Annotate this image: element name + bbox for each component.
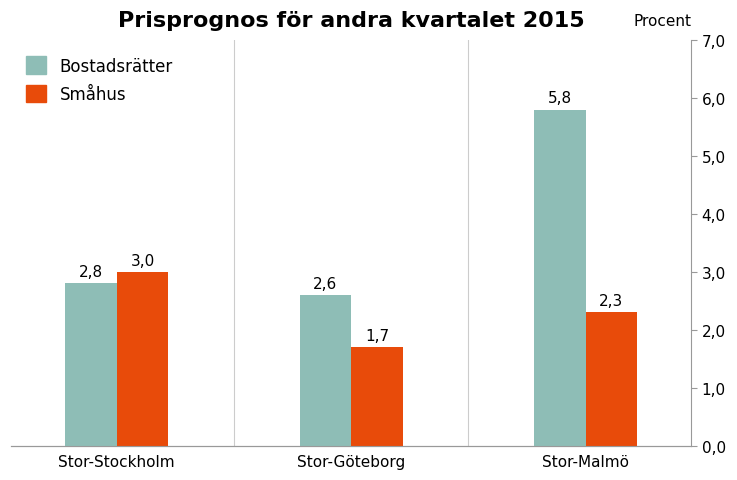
Bar [299, 295, 351, 445]
Text: Procent: Procent [633, 14, 691, 29]
Text: 5,8: 5,8 [548, 91, 572, 106]
Text: 3,0: 3,0 [130, 253, 155, 268]
Bar [534, 110, 586, 445]
Bar [65, 284, 116, 445]
Bar [586, 312, 638, 445]
Text: 2,3: 2,3 [599, 294, 624, 309]
Bar [116, 272, 168, 445]
Text: 2,8: 2,8 [79, 265, 103, 280]
Text: 2,6: 2,6 [313, 276, 338, 291]
Text: 1,7: 1,7 [365, 328, 389, 343]
Title: Prisprognos för andra kvartalet 2015: Prisprognos för andra kvartalet 2015 [118, 11, 584, 31]
Bar [351, 348, 402, 445]
Legend: Bostadsrätter, Småhus: Bostadsrätter, Småhus [27, 57, 173, 104]
